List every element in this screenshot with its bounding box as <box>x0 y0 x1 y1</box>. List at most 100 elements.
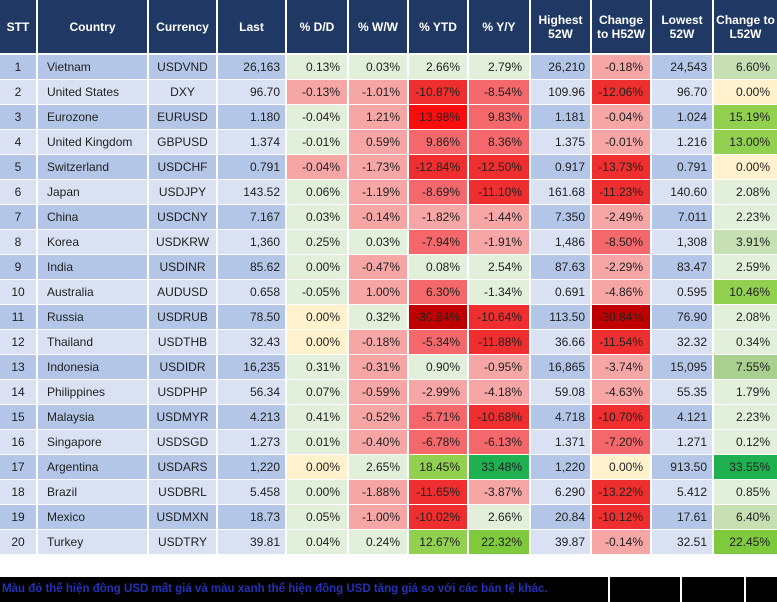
cell-change-to-h52w: -7.20% <box>592 430 652 455</box>
cell-pct-ytd: 9.86% <box>409 130 469 155</box>
cell-change-to-h52w: -4.63% <box>592 380 652 405</box>
cell-country: Singapore <box>38 430 149 455</box>
cell-currency: AUDUSD <box>149 280 218 305</box>
cell-stt: 18 <box>0 480 38 505</box>
cell-pct-dd: 0.13% <box>287 55 349 80</box>
cell-country: Thailand <box>38 330 149 355</box>
cell-change-to-l52w: 0.00% <box>714 80 777 105</box>
cell-pct-ww: 1.21% <box>349 105 409 130</box>
cell-stt: 11 <box>0 305 38 330</box>
cell-stt: 17 <box>0 455 38 480</box>
cell-highest-52w: 0.917 <box>531 155 592 180</box>
cell-change-to-h52w: -8.50% <box>592 230 652 255</box>
cell-pct-yy: -0.95% <box>469 355 531 380</box>
cell-currency: USDTHB <box>149 330 218 355</box>
cell-pct-ytd: -12.84% <box>409 155 469 180</box>
cell-change-to-l52w: 2.23% <box>714 205 777 230</box>
cell-country: Argentina <box>38 455 149 480</box>
cell-currency: USDBRL <box>149 480 218 505</box>
cell-stt: 20 <box>0 530 38 555</box>
cell-last: 18.73 <box>218 505 287 530</box>
cell-highest-52w: 1.371 <box>531 430 592 455</box>
cell-last: 78.50 <box>218 305 287 330</box>
cell-lowest-52w: 32.32 <box>652 330 714 355</box>
cell-lowest-52w: 140.60 <box>652 180 714 205</box>
cell-pct-ytd: 0.08% <box>409 255 469 280</box>
cell-pct-ytd: 18.45% <box>409 455 469 480</box>
cell-pct-ww: -1.00% <box>349 505 409 530</box>
cell-country: Brazil <box>38 480 149 505</box>
cell-last: 1.273 <box>218 430 287 455</box>
cell-lowest-52w: 83.47 <box>652 255 714 280</box>
cell-lowest-52w: 1.271 <box>652 430 714 455</box>
cell-change-to-l52w: 0.12% <box>714 430 777 455</box>
cell-country: Vietnam <box>38 55 149 80</box>
cell-currency: USDIDR <box>149 355 218 380</box>
table-row: 3 Eurozone EURUSD 1.180 -0.04% 1.21% 13.98% 9.8… <box>0 105 777 130</box>
cell-pct-ytd: 6.30% <box>409 280 469 305</box>
column-header: % Y/Y <box>469 0 531 55</box>
table-row: 20 Turkey USDTRY 39.81 0.04% 0.24% 12.67% 22.32… <box>0 530 777 555</box>
cell-pct-ww: 0.03% <box>349 55 409 80</box>
column-header: Last <box>218 0 287 55</box>
cell-highest-52w: 1,486 <box>531 230 592 255</box>
cell-stt: 7 <box>0 205 38 230</box>
cell-last: 96.70 <box>218 80 287 105</box>
cell-country: Australia <box>38 280 149 305</box>
table-row: 12 Thailand USDTHB 32.43 0.00% -0.18% -5.34% -1… <box>0 330 777 355</box>
footer-divider <box>680 577 682 602</box>
cell-pct-yy: 2.79% <box>469 55 531 80</box>
cell-change-to-l52w: 6.60% <box>714 55 777 80</box>
cell-last: 4.213 <box>218 405 287 430</box>
cell-pct-ytd: 0.90% <box>409 355 469 380</box>
cell-change-to-h52w: -10.12% <box>592 505 652 530</box>
cell-pct-ww: -1.19% <box>349 180 409 205</box>
cell-currency: USDKRW <box>149 230 218 255</box>
cell-change-to-l52w: 2.08% <box>714 305 777 330</box>
column-header: Lowest 52W <box>652 0 714 55</box>
cell-change-to-l52w: 3.91% <box>714 230 777 255</box>
cell-pct-yy: -11.88% <box>469 330 531 355</box>
column-header: Change to H52W <box>592 0 652 55</box>
cell-lowest-52w: 15,095 <box>652 355 714 380</box>
cell-pct-ytd: -10.87% <box>409 80 469 105</box>
column-header: Highest 52W <box>531 0 592 55</box>
cell-lowest-52w: 0.791 <box>652 155 714 180</box>
table-row: 14 Philippines USDPHP 56.34 0.07% -0.59% -2.99… <box>0 380 777 405</box>
cell-country: China <box>38 205 149 230</box>
cell-change-to-h52w: -13.22% <box>592 480 652 505</box>
table-row: 18 Brazil USDBRL 5.458 0.00% -1.88% -11.65% -3.… <box>0 480 777 505</box>
cell-pct-dd: -0.13% <box>287 80 349 105</box>
cell-pct-yy: 2.54% <box>469 255 531 280</box>
cell-country: India <box>38 255 149 280</box>
cell-country: Turkey <box>38 530 149 555</box>
cell-pct-yy: -3.87% <box>469 480 531 505</box>
cell-stt: 6 <box>0 180 38 205</box>
cell-pct-ww: 0.59% <box>349 130 409 155</box>
cell-currency: EURUSD <box>149 105 218 130</box>
table-row: 7 China USDCNY 7.167 0.03% -0.14% -1.82% -1.44%… <box>0 205 777 230</box>
cell-lowest-52w: 1.024 <box>652 105 714 130</box>
header-row: STT Country Currency Last% D/D% W/W% YTD% Y… <box>0 0 777 55</box>
cell-pct-ytd: 2.66% <box>409 55 469 80</box>
cell-stt: 2 <box>0 80 38 105</box>
cell-pct-yy: 9.83% <box>469 105 531 130</box>
cell-change-to-h52w: -13.73% <box>592 155 652 180</box>
cell-highest-52w: 1.181 <box>531 105 592 130</box>
cell-pct-dd: 0.31% <box>287 355 349 380</box>
cell-pct-ww: 0.03% <box>349 230 409 255</box>
cell-pct-dd: 0.04% <box>287 530 349 555</box>
table-body: 1 Vietnam USDVND 26,163 0.13% 0.03% 2.66% 2.79%… <box>0 55 777 555</box>
cell-change-to-l52w: 22.45% <box>714 530 777 555</box>
cell-pct-yy: -6.13% <box>469 430 531 455</box>
cell-change-to-h52w: -10.70% <box>592 405 652 430</box>
cell-stt: 4 <box>0 130 38 155</box>
cell-highest-52w: 6.290 <box>531 480 592 505</box>
cell-pct-ytd: -8.69% <box>409 180 469 205</box>
cell-pct-ww: 2.65% <box>349 455 409 480</box>
cell-currency: USDSGD <box>149 430 218 455</box>
cell-change-to-h52w: -11.54% <box>592 330 652 355</box>
column-header: Change to L52W <box>714 0 777 55</box>
cell-pct-ytd: -30.84% <box>409 305 469 330</box>
cell-highest-52w: 7.350 <box>531 205 592 230</box>
